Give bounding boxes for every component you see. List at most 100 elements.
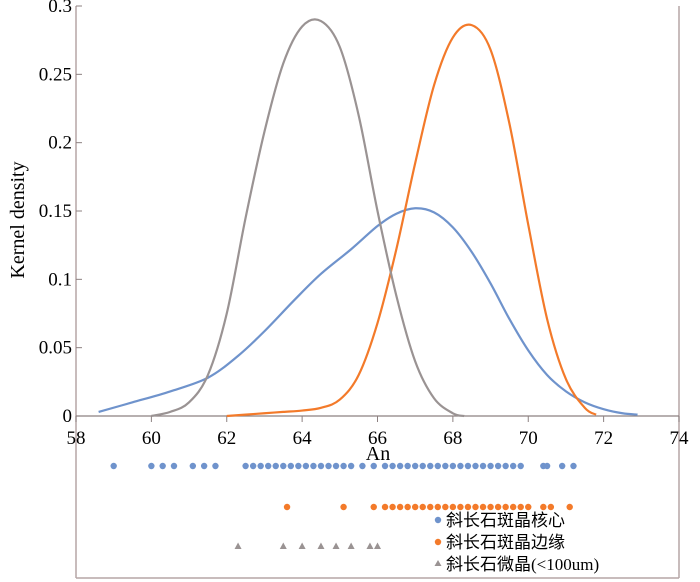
rug-point	[381, 503, 389, 511]
rug-point	[487, 462, 494, 470]
rug-point	[249, 462, 257, 470]
rug-point	[110, 462, 117, 470]
rug-point	[494, 503, 502, 511]
rug-point	[543, 462, 551, 470]
rug-point	[257, 462, 264, 470]
rug-point	[419, 503, 426, 511]
rug-point	[159, 462, 166, 470]
rug-point	[427, 462, 434, 470]
rug-point	[265, 462, 272, 470]
rug-point	[509, 503, 517, 511]
legend-marker-1	[434, 516, 442, 524]
rug-point	[340, 462, 347, 470]
rug-point	[404, 503, 411, 511]
rug-point	[487, 503, 494, 511]
rug-point	[325, 462, 332, 470]
rug-point	[449, 462, 457, 470]
rug-point	[200, 462, 208, 470]
rug-point	[427, 503, 434, 511]
rug-point	[370, 503, 377, 511]
rug-point	[472, 503, 479, 511]
rug-point	[411, 462, 419, 470]
rug-point	[419, 462, 426, 470]
rug-point	[317, 462, 325, 470]
rug-point	[295, 462, 302, 470]
rug-point	[332, 462, 340, 470]
rug-point	[558, 462, 566, 470]
density-curve-2	[226, 23, 597, 418]
x-tick-label: 58	[67, 428, 86, 449]
rug-point	[370, 462, 377, 470]
rug-point	[434, 503, 441, 511]
rug-point	[280, 462, 287, 470]
axis-ticks: 58 60 62 64 66 68 70 72 74 0 0.05 0.1 0.15 0.2 0.25 0.3	[39, 0, 689, 449]
rug-point	[449, 503, 457, 511]
y-tick-label: 0.15	[39, 201, 72, 222]
x-tick-label: 68	[443, 428, 462, 449]
y-tick-label: 0.25	[39, 64, 72, 85]
y-tick-label: 0.3	[48, 0, 72, 17]
rug-point	[381, 462, 389, 470]
rug-point	[442, 462, 449, 470]
legend-label-3: 斜长石微晶(<100um)	[446, 555, 599, 574]
rug-point	[525, 503, 532, 511]
rug-point	[411, 503, 419, 511]
density-curves	[98, 18, 638, 418]
density-curve-1	[98, 207, 638, 416]
rug-point-triangle	[298, 542, 306, 549]
rug-point-triangle	[234, 542, 242, 549]
rug-point	[347, 462, 355, 470]
x-tick-label: 64	[293, 428, 313, 449]
rug-point	[442, 503, 449, 511]
rug-point-triangle	[366, 542, 374, 549]
rug-point	[283, 503, 291, 511]
legend-marker-2	[434, 538, 442, 546]
legend-marker-3	[434, 560, 442, 566]
rug-point	[148, 462, 155, 470]
rug-point	[457, 462, 464, 470]
rug-point	[170, 462, 178, 470]
y-tick-label: 0.1	[48, 269, 72, 290]
rug-point	[340, 503, 347, 511]
x-tick-label: 74	[670, 428, 690, 449]
rug-point	[359, 462, 366, 470]
y-tick-label: 0.2	[48, 133, 72, 154]
rug-point	[404, 462, 411, 470]
rug-point	[212, 462, 219, 470]
rug-point	[189, 462, 197, 470]
rug-point	[479, 503, 487, 511]
rug-point	[272, 462, 279, 470]
y-tick-label: 0.05	[39, 338, 72, 359]
rug-point	[540, 503, 547, 511]
rug-point	[479, 462, 487, 470]
rug-point	[509, 462, 517, 470]
rug-point	[547, 503, 555, 511]
rug-point-triangle	[317, 542, 325, 549]
rug-point	[464, 503, 472, 511]
rug-point	[310, 462, 317, 470]
x-tick-label: 60	[142, 428, 161, 449]
rug-point	[494, 462, 502, 470]
rug-point	[287, 462, 295, 470]
rug-point	[502, 503, 509, 511]
legend-label-1: 斜长石斑晶核心	[446, 511, 565, 530]
rug-point-triangle	[279, 542, 287, 549]
rug-point	[566, 503, 573, 511]
rug-point	[389, 503, 396, 511]
rug-point	[434, 462, 441, 470]
x-tick-label: 72	[594, 428, 613, 449]
x-tick-label: 62	[217, 428, 236, 449]
y-axis-label: Kernel density	[7, 161, 29, 278]
y-tick-label: 0	[63, 406, 73, 427]
rug-point	[396, 462, 404, 470]
rug-point	[570, 462, 577, 470]
rug-point	[396, 503, 404, 511]
rug-point	[517, 503, 524, 511]
x-axis-label: An	[366, 443, 390, 465]
rug-point	[457, 503, 464, 511]
rug-point	[302, 462, 310, 470]
rug-point-triangle	[332, 542, 340, 549]
x-tick-label: 70	[519, 428, 538, 449]
